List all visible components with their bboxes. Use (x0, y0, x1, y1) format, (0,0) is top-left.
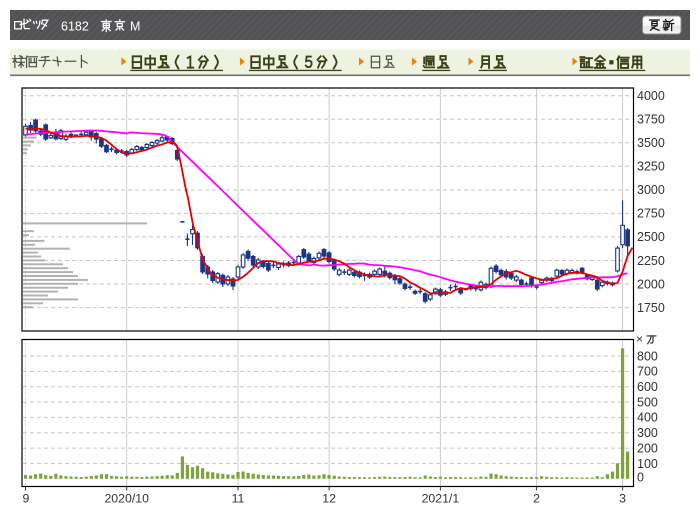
svg-text:2000: 2000 (637, 277, 665, 291)
svg-text:2750: 2750 (637, 207, 665, 221)
svg-text:12: 12 (322, 492, 336, 506)
svg-text:2500: 2500 (637, 230, 665, 244)
svg-text:1750: 1750 (637, 301, 665, 315)
svg-text:2021/1: 2021/1 (422, 492, 460, 506)
svg-text:3000: 3000 (637, 183, 665, 197)
svg-text:6182: 6182 (61, 20, 89, 34)
svg-text:700: 700 (637, 365, 658, 379)
svg-text:3: 3 (619, 492, 626, 506)
svg-text:9: 9 (23, 492, 30, 506)
svg-text:100: 100 (637, 457, 658, 471)
svg-text:400: 400 (637, 411, 658, 425)
svg-text:×: × (636, 332, 643, 346)
svg-text:4000: 4000 (637, 89, 665, 103)
svg-text:600: 600 (637, 380, 658, 394)
svg-text:800: 800 (637, 349, 658, 363)
svg-text:2250: 2250 (637, 254, 665, 268)
svg-text:3500: 3500 (637, 136, 665, 150)
svg-text:300: 300 (637, 426, 658, 440)
svg-text:3750: 3750 (637, 113, 665, 127)
svg-text:500: 500 (637, 395, 658, 409)
svg-text:2020/10: 2020/10 (104, 492, 149, 506)
svg-text:3250: 3250 (637, 160, 665, 174)
svg-text:M: M (130, 20, 140, 34)
svg-text:0: 0 (637, 471, 644, 485)
svg-text:11: 11 (232, 492, 245, 506)
svg-text:2: 2 (533, 492, 540, 506)
svg-text:200: 200 (637, 441, 658, 455)
